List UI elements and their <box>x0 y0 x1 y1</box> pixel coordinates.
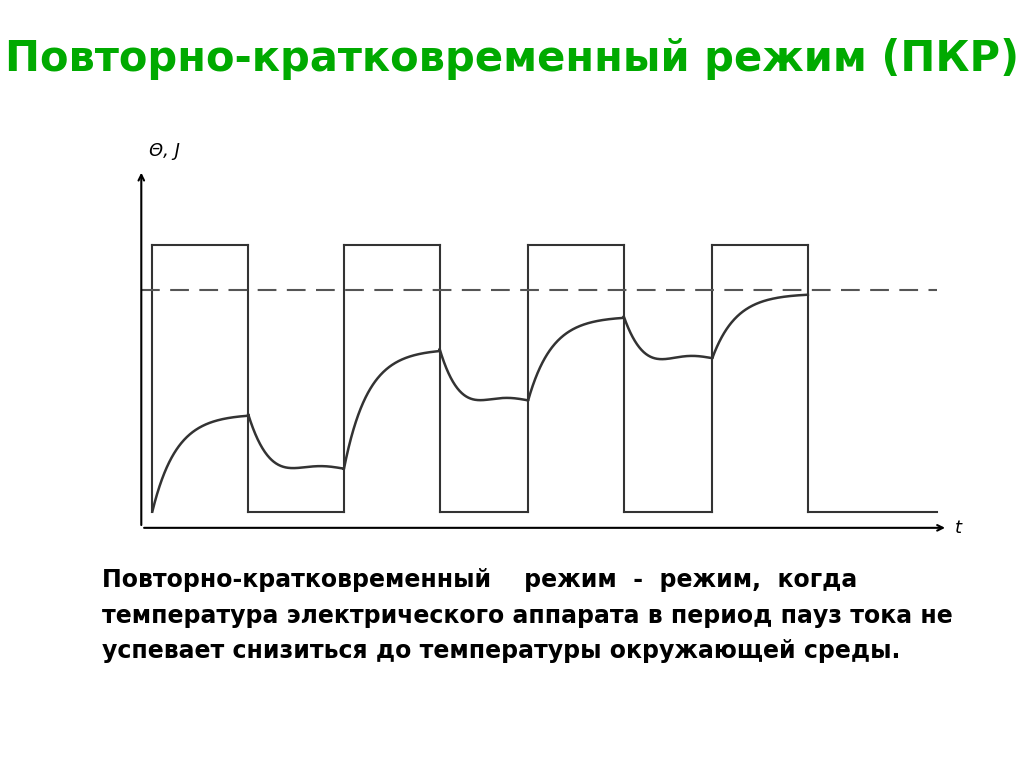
Text: Θ, J: Θ, J <box>148 142 179 160</box>
Text: t: t <box>955 519 963 537</box>
Text: Повторно-кратковременный режим (ПКР): Повторно-кратковременный режим (ПКР) <box>5 38 1019 81</box>
Text: Повторно-кратковременный    режим  -  режим,  когда
температура электрического а: Повторно-кратковременный режим - режим, … <box>102 568 953 663</box>
